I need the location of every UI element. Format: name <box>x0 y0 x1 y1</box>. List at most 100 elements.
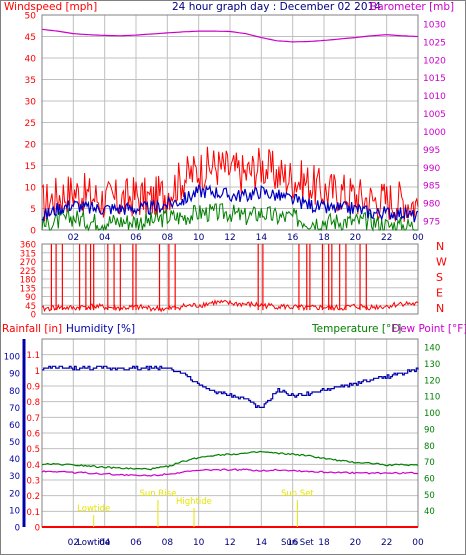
rainfall-tick-label: 0.9 <box>26 383 40 393</box>
windspeed-tick-label: 20 <box>25 141 37 151</box>
windspeed-tick-label: 50 <box>25 12 37 22</box>
astro-marker-label: Hightide <box>176 497 212 507</box>
x-ticks: 02 04 06 08 10 12 14 16 18 20 22 00 <box>68 538 424 548</box>
windspeed-tick-label: 0 <box>30 227 36 237</box>
humidity-tick-label: 20 <box>9 489 20 499</box>
panel-wind-barometer: Windspeed [mph] 24 hour graph day : Dece… <box>4 1 454 243</box>
compass-label: S <box>436 271 443 284</box>
plot-area-border <box>41 243 419 315</box>
barometer-tick-label: 990 <box>423 164 440 174</box>
barometer-axis-label: Barometer [mb] <box>370 1 454 13</box>
plot-area-border <box>41 14 419 231</box>
wind-low-series-line <box>41 203 418 232</box>
x-tick-label: 12 <box>224 233 235 243</box>
windspeed-tick-label: 15 <box>25 162 36 172</box>
rainfall-tick-label: 1.1 <box>26 351 40 361</box>
x-tick-label: 06 <box>130 233 142 243</box>
series <box>41 244 419 313</box>
humidity-tick-label: 50 <box>9 438 20 448</box>
windspeed-tick-label: 5 <box>30 205 36 215</box>
direction-tick-label: 90 <box>25 293 36 303</box>
compass-label: N <box>436 302 444 315</box>
x-tick-label: 10 <box>193 538 205 548</box>
x-ticks: 02 04 06 08 10 12 14 16 18 20 22 00 <box>68 233 424 243</box>
x-tick-label: 20 <box>350 233 362 243</box>
panel-rain-humidity-temp: Rainfall [in] Humidity [%] Temperature [… <box>2 323 466 548</box>
dewpoint-series-line <box>41 468 418 477</box>
rain-ticks: 0 0.1 0.2 0.3 0.4 0.5 0.6 0.7 0.8 0.9 1 1.1 <box>26 351 40 533</box>
x-tick-label: 20 <box>350 538 362 548</box>
windspeed-tick-label: 45 <box>25 33 36 43</box>
windspeed-axis-label: Windspeed [mph] <box>4 1 97 13</box>
rainfall-tick-label: 1 <box>35 367 40 377</box>
temperature-tick-label: 90 <box>424 425 435 435</box>
wind-avg-series-line <box>41 184 419 223</box>
humidity-tick-label: 60 <box>9 421 20 431</box>
temperature-ticks: 40 50 60 70 80 90 100 110 120 130 140 <box>424 344 440 517</box>
compass-label: E <box>436 287 443 300</box>
windspeed-tick-label: 25 <box>25 119 36 129</box>
direction-tick-label: 360 <box>20 241 36 251</box>
x-tick-label: 18 <box>318 233 330 243</box>
temperature-tick-label: 100 <box>424 409 440 419</box>
barometer-tick-label: 1015 <box>423 74 446 84</box>
barometer-series-line <box>41 28 419 43</box>
direction-tick-label: 0 <box>31 311 36 321</box>
rainfall-tick-label: 0.4 <box>26 461 40 471</box>
rainfall-tick-label: 0.3 <box>26 477 40 487</box>
temperature-tick-label: 60 <box>424 474 435 484</box>
temperature-tick-label: 40 <box>424 507 435 517</box>
x-tick-label: 22 <box>381 538 392 548</box>
x-tick-label: 04 <box>99 233 111 243</box>
temperature-tick-label: 70 <box>424 458 435 468</box>
humidity-tick-label: 10 <box>9 506 20 516</box>
windspeed-tick-label: 40 <box>25 55 37 65</box>
rainfall-tick-label: 0.5 <box>26 445 40 455</box>
humidity-tick-label: 90 <box>9 370 20 380</box>
humidity-tick-label: 40 <box>9 455 20 465</box>
x-tick-label: 08 <box>162 538 174 548</box>
left-ticks: 0 5 10 15 20 25 30 35 40 45 50 <box>25 12 37 237</box>
barometer-tick-label: 1000 <box>423 128 446 138</box>
astro-marker-label: Sun Set <box>281 489 314 499</box>
barometer-tick-label: 1005 <box>423 110 446 120</box>
barometer-tick-label: 975 <box>423 218 440 228</box>
x-tick-label: 14 <box>256 233 268 243</box>
humidity-tick-label: 80 <box>9 387 20 397</box>
astro-bottom-label: Lowtide <box>77 538 110 548</box>
windspeed-tick-label: 30 <box>25 98 37 108</box>
barometer-tick-label: 1020 <box>423 56 446 66</box>
temperature-series-line <box>41 450 419 471</box>
series <box>41 365 419 528</box>
temperature-axis-label: Temperature [°F] <box>311 323 401 335</box>
astro-marker-label: Sun Rise <box>140 489 177 499</box>
barometer-tick-label: 1025 <box>423 38 446 48</box>
rainfall-tick-label: 0.6 <box>26 430 40 440</box>
x-tick-label: 12 <box>224 538 235 548</box>
dewpoint-axis-label: Dew Point [°F] <box>392 323 466 335</box>
rainfall-tick-label: 0 <box>35 524 40 534</box>
rainfall-tick-label: 0.1 <box>26 508 40 518</box>
wind-gust-series-line <box>41 146 419 222</box>
grid <box>42 339 419 528</box>
rainfall-tick-label: 0.8 <box>26 398 40 408</box>
x-tick-label: 18 <box>318 538 330 548</box>
temperature-tick-label: 130 <box>424 360 440 370</box>
humidity-tick-label: 30 <box>9 472 20 482</box>
astro-marker-label: Lowtide <box>77 504 110 514</box>
x-tick-label: 10 <box>193 233 205 243</box>
x-tick-label: 02 <box>68 538 79 548</box>
humidity-axis-label: Humidity [%] <box>66 323 135 335</box>
rainfall-axis-label: Rainfall [in] <box>2 323 62 335</box>
temperature-tick-label: 50 <box>424 491 435 501</box>
x-tick-label: 08 <box>162 233 174 243</box>
barometer-tick-label: 1010 <box>423 92 446 102</box>
compass-label: W <box>436 256 447 269</box>
x-tick-label: 00 <box>412 538 424 548</box>
